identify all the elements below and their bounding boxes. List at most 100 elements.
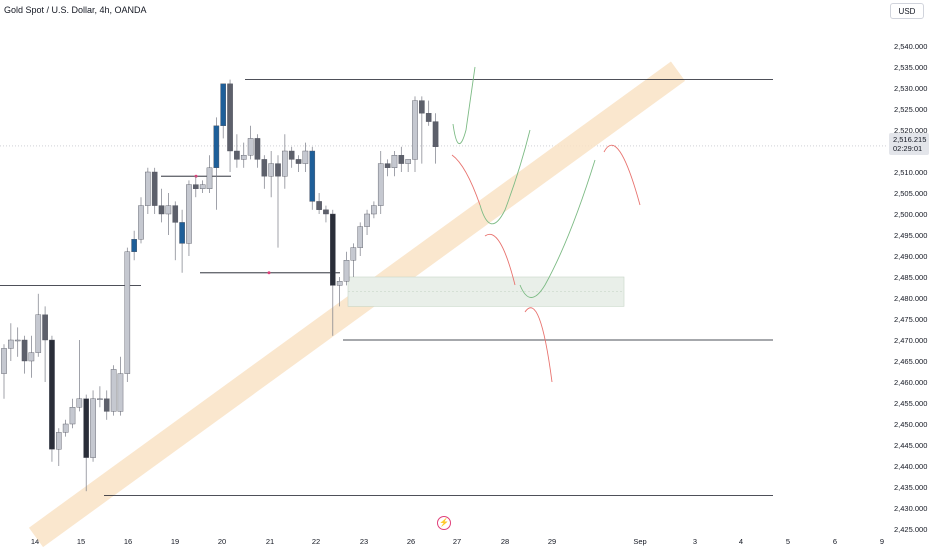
- up-projection-arrow: [479, 129, 531, 225]
- candle-body: [103, 398, 110, 412]
- candle-body: [316, 201, 322, 210]
- candle-body: [172, 205, 179, 223]
- x-tick-label: 3: [693, 537, 697, 546]
- candle-body: [412, 100, 418, 160]
- x-tick-label: 26: [407, 537, 415, 546]
- candle-body: [110, 369, 117, 412]
- candle-body: [186, 184, 192, 244]
- y-tick-label: 2,500.000: [894, 210, 927, 219]
- y-tick-label: 2,490.000: [894, 252, 927, 261]
- candle-body: [254, 138, 261, 160]
- candle-body: [199, 184, 206, 190]
- y-tick-label: 2,425.000: [894, 525, 927, 534]
- candle-body: [275, 163, 281, 177]
- candle-body: [350, 247, 357, 261]
- candle-body: [83, 398, 89, 458]
- y-tick-label: 2,520.000: [894, 126, 927, 135]
- candle-body: [62, 423, 69, 433]
- candle-body: [288, 150, 295, 160]
- candle-body: [42, 314, 48, 341]
- x-tick-label: 29: [548, 537, 556, 546]
- candle-body: [419, 100, 425, 114]
- y-tick-label: 2,540.000: [894, 42, 927, 51]
- candle-body: [247, 138, 254, 156]
- up-projection-arrow: [452, 66, 476, 144]
- x-tick-label: 4: [739, 537, 743, 546]
- candle-body: [165, 205, 172, 215]
- y-tick-label: 2,470.000: [894, 336, 927, 345]
- x-tick-label: 16: [124, 537, 132, 546]
- y-tick-label: 2,510.000: [894, 168, 927, 177]
- candle-body: [35, 314, 42, 353]
- candle-body: [405, 159, 411, 164]
- y-tick-label: 2,485.000: [894, 273, 927, 282]
- x-tick-label: 27: [453, 537, 461, 546]
- y-tick-label: 2,530.000: [894, 84, 927, 93]
- candle-body: [261, 159, 268, 177]
- candle-body: [131, 238, 137, 252]
- candle-body: [234, 150, 240, 160]
- candle-body: [268, 163, 274, 177]
- candle-body: [206, 167, 213, 190]
- x-tick-label: 15: [77, 537, 85, 546]
- y-tick-label: 2,455.000: [894, 399, 927, 408]
- candle-body: [14, 339, 21, 342]
- current-price-value: 2,516.215: [893, 135, 927, 144]
- candle-body: [28, 352, 35, 362]
- y-tick-label: 2,475.000: [894, 315, 927, 324]
- candle-body: [179, 222, 185, 244]
- y-tick-label: 2,445.000: [894, 441, 927, 450]
- candle-body: [384, 163, 391, 169]
- x-tick-label: 6: [833, 537, 837, 546]
- candle-body: [425, 112, 432, 122]
- y-tick-label: 2,430.000: [894, 504, 927, 513]
- candle-body: [295, 159, 302, 164]
- candle-body: [213, 125, 220, 169]
- x-tick-label: 28: [501, 537, 509, 546]
- x-tick-label: 14: [31, 537, 39, 546]
- candle-body: [240, 154, 247, 160]
- y-tick-label: 2,525.000: [894, 105, 927, 114]
- candle-body: [151, 171, 158, 206]
- candle-body: [124, 251, 131, 374]
- candle-body: [432, 121, 439, 147]
- candle-body: [357, 226, 364, 248]
- candle-body: [309, 150, 316, 202]
- bar-countdown: 02:29:01: [893, 144, 923, 153]
- candle-body: [145, 171, 151, 206]
- candle-body: [138, 205, 144, 240]
- candle-body: [49, 339, 55, 450]
- current-price-tag: 2,516.215 02:29:01: [889, 133, 929, 155]
- candle-body: [8, 339, 14, 349]
- candle-body: [336, 281, 343, 286]
- y-tick-label: 2,435.000: [894, 483, 927, 492]
- x-tick-label: 23: [360, 537, 368, 546]
- candle-body: [330, 213, 336, 286]
- down-projection-arrow: [484, 233, 516, 286]
- down-projection-arrow: [603, 144, 641, 206]
- x-tick-label: 19: [171, 537, 179, 546]
- currency-button[interactable]: USD: [890, 3, 924, 19]
- down-projection-arrow: [524, 307, 553, 383]
- candle-body: [398, 154, 405, 164]
- candle-body: [69, 407, 76, 425]
- level-marker: [267, 271, 271, 275]
- candle-body: [192, 184, 199, 190]
- candle-body: [323, 209, 329, 215]
- candle-body: [1, 348, 7, 374]
- y-tick-label: 2,460.000: [894, 378, 927, 387]
- chart-title: Gold Spot / U.S. Dollar, 4h, OANDA: [4, 5, 147, 15]
- x-tick-label: 5: [786, 537, 790, 546]
- candle-body: [158, 205, 165, 215]
- candle-body: [282, 150, 288, 177]
- y-tick-label: 2,535.000: [894, 63, 927, 72]
- candle-body: [391, 154, 398, 168]
- candle-body: [76, 398, 83, 408]
- candle-body: [97, 398, 103, 400]
- lightning-icon[interactable]: ⚡: [437, 516, 451, 530]
- up-projection-arrow: [519, 159, 596, 298]
- candle-body: [377, 163, 384, 206]
- candle-body: [21, 339, 28, 362]
